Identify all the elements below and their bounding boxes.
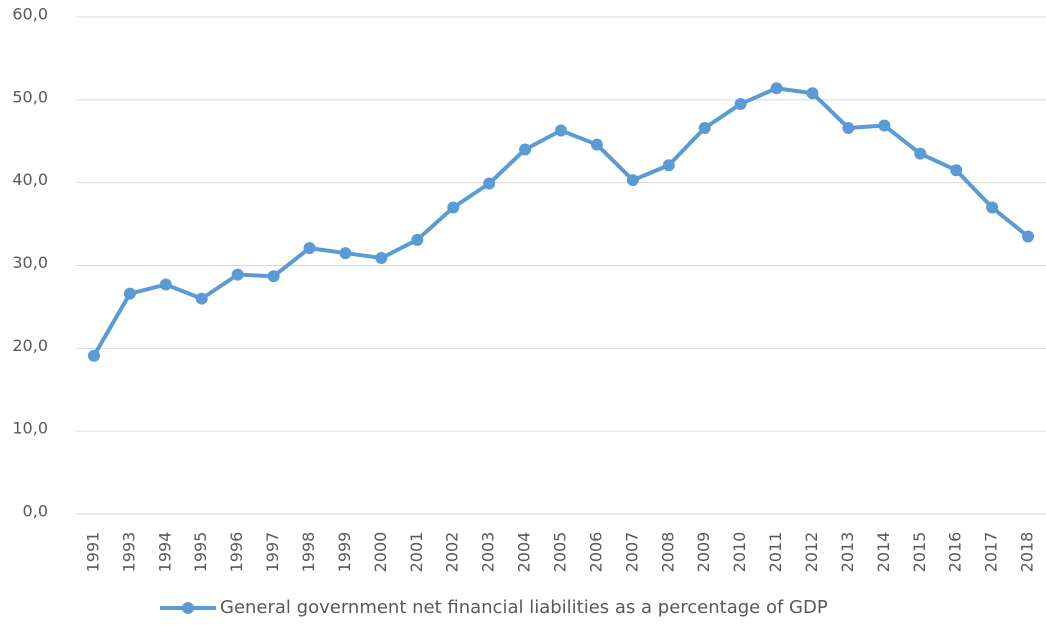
data-point [770,82,783,95]
y-tick-label: 40,0 [12,170,48,189]
data-point [159,278,172,291]
x-tick-label: 2017 [982,532,1001,573]
x-tick-label: 2002 [443,532,462,573]
data-point [806,87,819,100]
data-point [1022,230,1035,243]
x-tick-label: 1993 [119,532,138,573]
data-point [195,292,208,305]
x-tick-label: 2004 [515,532,534,573]
data-point [303,242,316,255]
x-tick-label: 2000 [371,532,390,573]
x-tick-label: 2018 [1018,532,1037,573]
data-point [986,201,999,214]
data-point [519,143,532,156]
data-point [662,159,675,172]
x-tick-label: 1997 [263,532,282,573]
x-tick-label: 1996 [227,532,246,573]
data-point [411,233,424,246]
legend-marker [182,602,194,614]
x-tick-label: 1995 [191,532,210,573]
data-point [626,174,639,187]
x-tick-label: 1991 [83,532,102,573]
data-point [123,287,136,300]
x-tick-label: 2010 [730,532,749,573]
data-point [590,138,603,151]
data-point [339,247,352,260]
data-point [914,147,927,160]
data-point [231,268,244,281]
data-point [878,119,891,132]
data-point [87,349,100,362]
data-point [734,97,747,110]
data-point [698,121,711,134]
x-tick-label: 2007 [622,532,641,573]
y-tick-label: 30,0 [12,253,48,272]
x-tick-label: 2009 [694,532,713,573]
x-tick-label: 2014 [874,532,893,573]
x-tick-label: 1998 [299,532,318,573]
y-tick-label: 10,0 [12,419,48,438]
x-tick-label: 2005 [551,532,570,573]
data-point [267,270,280,283]
y-tick-label: 20,0 [12,336,48,355]
data-point [447,201,460,214]
y-tick-label: 50,0 [12,87,48,106]
y-tick-label: 0,0 [23,502,48,521]
y-tick-label: 60,0 [12,5,48,24]
data-point [842,121,855,134]
x-tick-label: 1994 [155,532,174,573]
x-tick-label: 2001 [407,532,426,573]
x-tick-label: 2012 [802,532,821,573]
data-point [375,252,388,265]
x-tick-label: 1999 [335,532,354,573]
data-point [950,164,963,177]
x-tick-label: 2016 [946,532,965,573]
x-tick-label: 2008 [658,532,677,573]
x-tick-label: 2013 [838,532,857,573]
legend-label: General government net financial liabili… [220,597,828,618]
x-tick-label: 2015 [910,532,929,573]
data-point [483,177,496,190]
x-tick-label: 2011 [766,532,785,573]
x-tick-label: 2006 [586,532,605,573]
x-tick-label: 2003 [479,532,498,573]
data-point [555,124,567,137]
